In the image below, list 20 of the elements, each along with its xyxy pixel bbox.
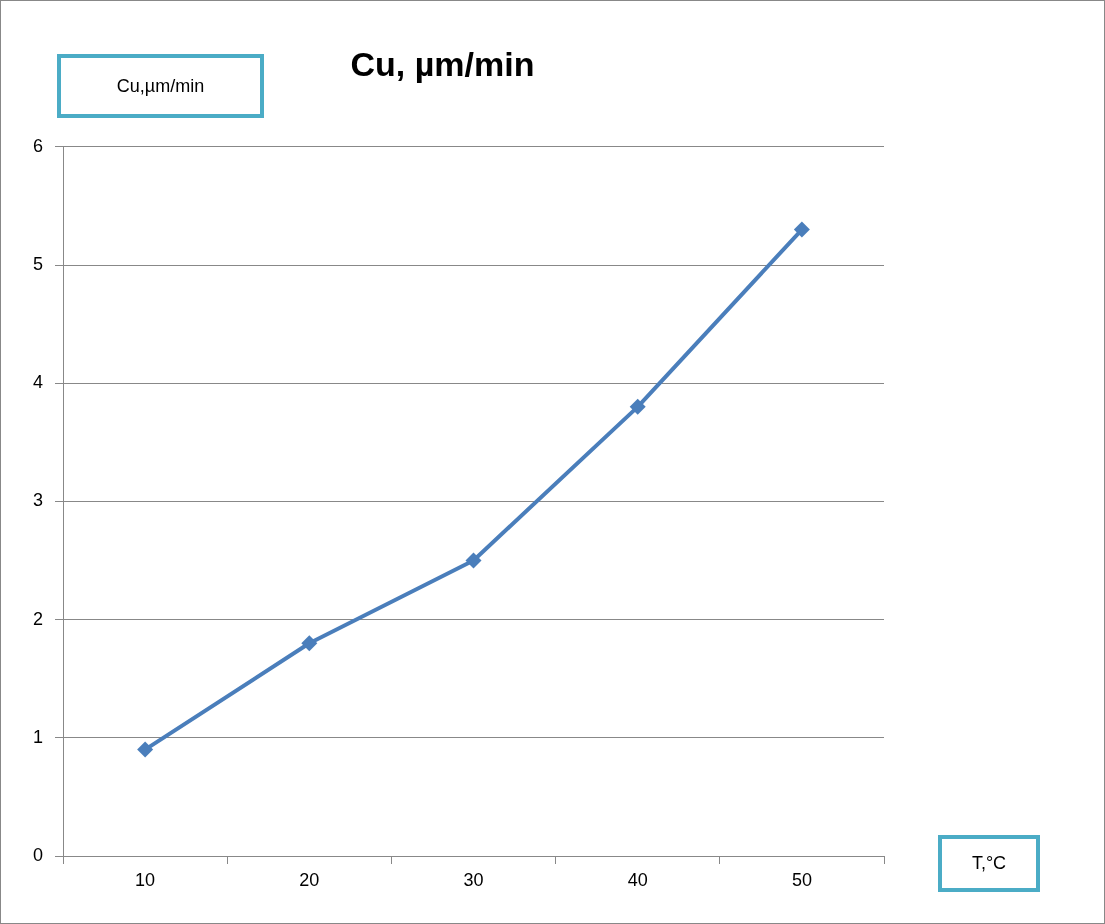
- y-tick-label: 4: [32, 372, 43, 393]
- y-tick-label: 1: [32, 726, 43, 747]
- x-tick-label: 20: [299, 869, 320, 890]
- point: [301, 635, 318, 652]
- y-tick-label: 5: [32, 253, 43, 274]
- y-axis-title: Cu,µm/min: [57, 54, 264, 118]
- x-tick-label: 30: [463, 869, 484, 890]
- x-tick-label: 50: [791, 869, 812, 890]
- x-axis-title: T,°C: [938, 835, 1040, 892]
- point: [793, 221, 810, 238]
- x-tick-label: 10: [135, 869, 156, 890]
- y-tick-label: 3: [32, 490, 43, 511]
- y-tick-label: 0: [32, 844, 43, 865]
- chart-title: Cu, µm/min: [350, 44, 535, 83]
- point: [137, 741, 154, 758]
- y-tick-label: 6: [32, 135, 43, 156]
- point: [629, 398, 646, 415]
- x-tick-label: 40: [627, 869, 648, 890]
- y-tick-label: 2: [32, 608, 43, 629]
- point: [465, 552, 482, 569]
